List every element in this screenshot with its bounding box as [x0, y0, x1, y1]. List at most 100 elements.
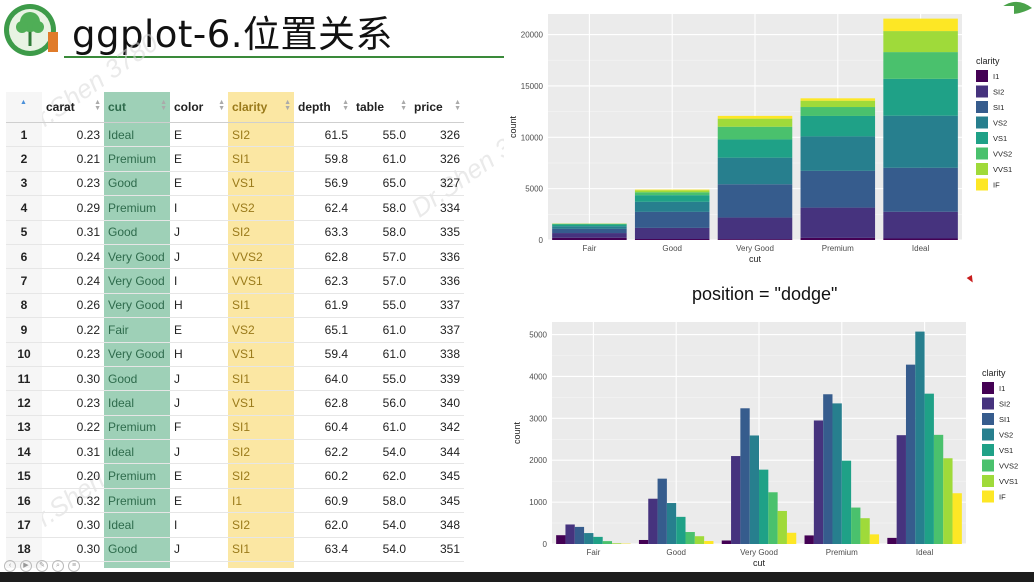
- cell-color: J: [170, 390, 228, 416]
- cell-color: J: [170, 537, 228, 563]
- bar-segment: [717, 217, 793, 240]
- bar-segment: [552, 237, 627, 240]
- row-number: 15: [6, 463, 42, 489]
- zoom-icon[interactable]: ⌕: [52, 560, 64, 572]
- cell-cut: Fair: [104, 317, 170, 343]
- table-row: 13 0.22 Premium F SI1 60.4 61.0 342: [6, 415, 464, 441]
- bar: [731, 456, 741, 544]
- x-tick-label: Premium: [822, 244, 854, 253]
- column-header-carat[interactable]: carat ▲ ▼: [42, 92, 104, 123]
- bar: [841, 460, 852, 544]
- column-header-clarity[interactable]: clarity ▲ ▼: [228, 92, 294, 123]
- legend-label: IF: [999, 493, 1006, 502]
- legend-label: VVS1: [993, 165, 1012, 174]
- column-header-table[interactable]: table ▲ ▼: [352, 92, 410, 123]
- sort-icon: ▲ ▼: [160, 99, 167, 112]
- bar: [584, 533, 594, 544]
- bar: [749, 435, 759, 544]
- slide-controls: ‹ ▶ ✎ ⌕ ≡: [4, 560, 80, 572]
- cell-table: 62.0: [352, 463, 410, 489]
- cell-color: I: [170, 195, 228, 221]
- legend-label: I1: [999, 384, 1005, 393]
- cell-color: J: [170, 244, 228, 270]
- bar: [915, 331, 925, 544]
- title-underline: [64, 56, 504, 58]
- cell-carat: 0.24: [42, 268, 104, 294]
- column-header-cut[interactable]: cut ▲ ▼: [104, 92, 170, 123]
- bar: [804, 535, 814, 544]
- bar: [648, 498, 658, 544]
- row-number: 4: [6, 195, 42, 221]
- legend-label: VS1: [999, 446, 1013, 455]
- legend-swatch: [976, 163, 988, 175]
- bottom-bar: [0, 572, 1034, 582]
- table-row: 18 0.30 Good J SI1 63.4 54.0 351: [6, 537, 464, 563]
- bar-segment: [552, 226, 627, 229]
- legend-label: VVS2: [993, 150, 1012, 159]
- cell-price: 348: [410, 512, 464, 538]
- cell-cut: Good: [104, 171, 170, 197]
- column-header-depth[interactable]: depth ▲ ▼: [294, 92, 352, 123]
- bar-segment: [634, 211, 710, 228]
- cell-cut: Very Good: [104, 293, 170, 319]
- cell-cut: Premium: [104, 488, 170, 514]
- cell-carat: 0.30: [42, 366, 104, 392]
- bar: [666, 503, 677, 544]
- cell-price: 334: [410, 195, 464, 221]
- table-row: 10 0.23 Very Good H VS1 59.4 61.0 338: [6, 342, 464, 367]
- bar-segment: [717, 157, 793, 185]
- bar: [638, 539, 649, 544]
- row-number: 3: [6, 171, 42, 197]
- cell-table: 54.0: [352, 537, 410, 563]
- cell-carat: 0.23: [42, 171, 104, 197]
- stacked-bar-chart-svg: 0 5000 10000 15000 20000 Fair Good Very Good Pre…: [508, 14, 1012, 264]
- bar-segment: [717, 126, 793, 140]
- cell-cut: Good: [104, 561, 170, 568]
- bar-segment: [634, 190, 710, 193]
- legend-swatch: [982, 428, 994, 441]
- prev-icon[interactable]: ‹: [4, 560, 16, 572]
- row-index-header[interactable]: ▲: [6, 92, 42, 123]
- bar: [924, 393, 934, 544]
- menu-icon[interactable]: ≡: [68, 560, 80, 572]
- bar: [612, 543, 622, 544]
- row-number: 8: [6, 293, 42, 319]
- sort-icon: ▲ ▼: [342, 99, 349, 112]
- column-header-price[interactable]: price ▲ ▼: [410, 92, 464, 123]
- bar-segment: [634, 239, 710, 240]
- bar-segment: [634, 189, 710, 191]
- bar-segment: [717, 239, 793, 240]
- cell-depth: 63.4: [294, 537, 352, 563]
- table-row: 16 0.32 Premium E I1 60.9 58.0 345: [6, 488, 464, 514]
- bar: [694, 536, 705, 544]
- bar-segment: [800, 170, 876, 208]
- cell-depth: 62.8: [294, 390, 352, 416]
- column-header-color[interactable]: color ▲ ▼: [170, 92, 228, 123]
- cell-clarity: VS1: [228, 342, 294, 367]
- cell-clarity: VS1: [228, 171, 294, 197]
- play-icon[interactable]: ▶: [20, 560, 32, 572]
- x-tick-label: Premium: [826, 548, 858, 557]
- cell-clarity: SI2: [228, 512, 294, 538]
- cell-depth: 62.8: [294, 244, 352, 270]
- x-tick-label: Very Good: [736, 244, 774, 253]
- cell-depth: 60.2: [294, 463, 352, 489]
- row-number: 9: [6, 317, 42, 343]
- x-axis-title: cut: [749, 254, 762, 264]
- cell-carat: 0.24: [42, 244, 104, 270]
- table-row: 17 0.30 Ideal I SI2 62.0 54.0 348: [6, 512, 464, 538]
- legend-swatch: [982, 397, 994, 410]
- row-number: 7: [6, 268, 42, 294]
- cell-cut: Ideal: [104, 122, 170, 148]
- table-row: 4 0.29 Premium I VS2 62.4 58.0 334: [6, 195, 464, 221]
- table-row: 11 0.30 Good J SI1 64.0 55.0 339: [6, 366, 464, 392]
- legend-label: VS1: [993, 134, 1007, 143]
- bar: [657, 478, 667, 544]
- bar: [869, 534, 880, 544]
- bar-segment: [634, 192, 710, 196]
- cell-price: 326: [410, 146, 464, 172]
- cell-color: E: [170, 171, 228, 197]
- cell-carat: 0.31: [42, 220, 104, 245]
- sort-icon: ▲ ▼: [218, 99, 225, 112]
- pen-icon[interactable]: ✎: [36, 560, 48, 572]
